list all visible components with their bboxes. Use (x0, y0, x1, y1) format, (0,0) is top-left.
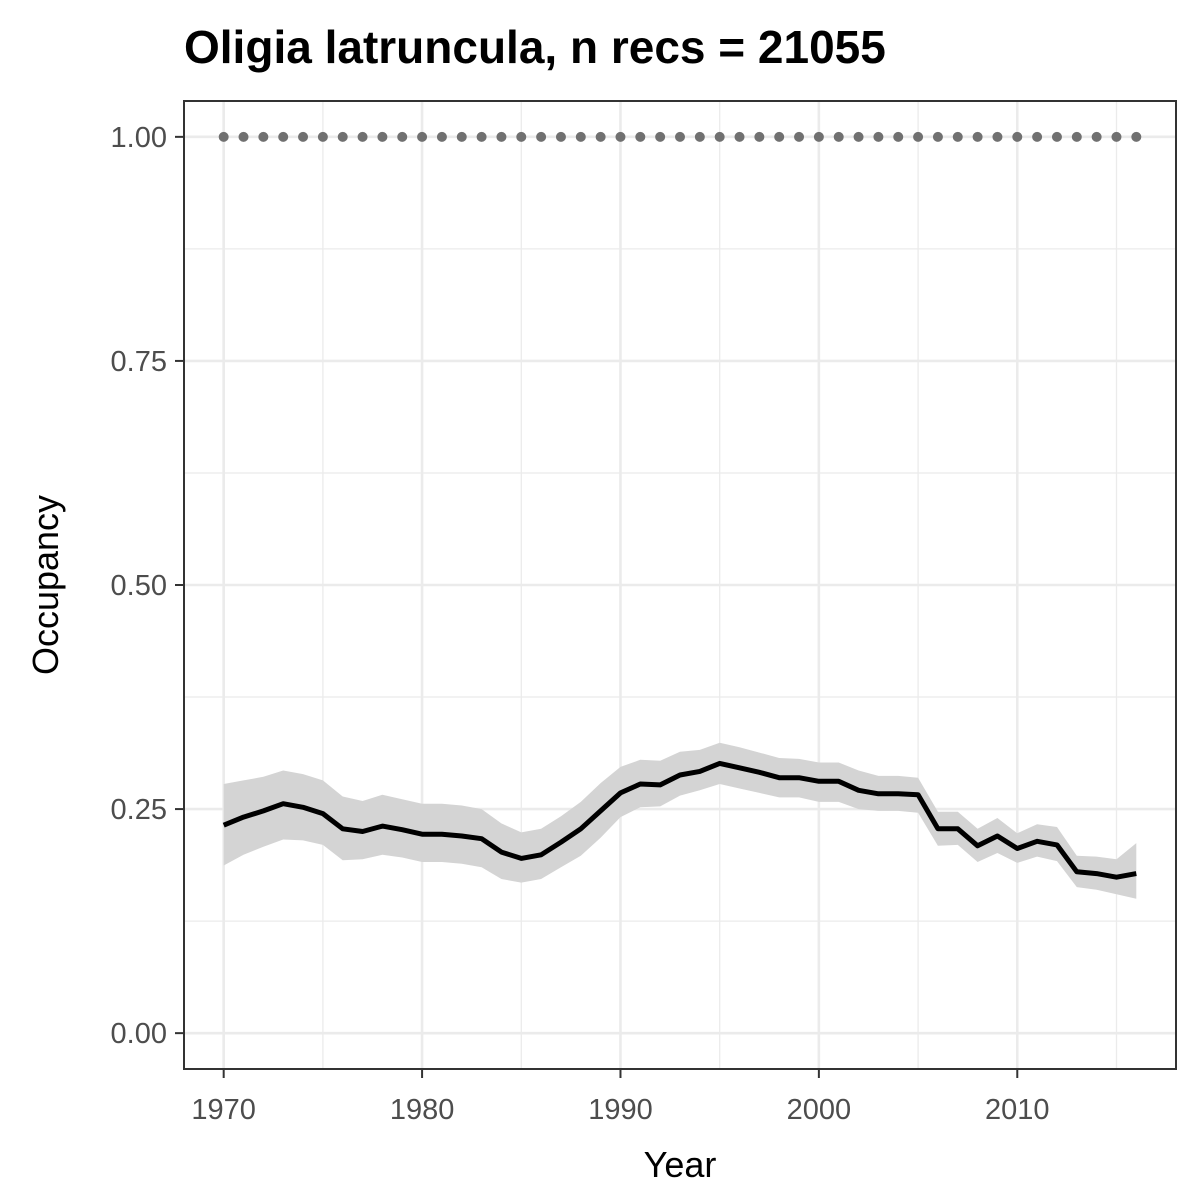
reference-point (794, 131, 805, 142)
confidence-band (223, 742, 1137, 899)
y-tick-label: 0.25 (111, 794, 167, 826)
reference-point (932, 131, 943, 142)
reference-point (397, 131, 408, 142)
reference-point (1131, 131, 1142, 142)
y-axis-title: Occupancy (25, 495, 66, 675)
reference-point (734, 131, 745, 142)
reference-point (337, 131, 348, 142)
reference-point (555, 131, 566, 142)
reference-point (655, 131, 666, 142)
reference-point (893, 131, 904, 142)
y-tick-label: 0.50 (111, 570, 167, 602)
reference-point (635, 131, 646, 142)
reference-point (813, 131, 824, 142)
reference-point (575, 131, 586, 142)
grid-lines (184, 101, 1176, 1069)
y-tick-label: 0.75 (111, 346, 167, 378)
reference-point (278, 131, 289, 142)
reference-point (1111, 131, 1122, 142)
x-tick-label: 1970 (191, 1094, 256, 1126)
reference-point (298, 131, 309, 142)
reference-point (357, 131, 368, 142)
reference-point (436, 131, 447, 142)
reference-point (972, 131, 983, 142)
reference-point (754, 131, 765, 142)
reference-point (516, 131, 527, 142)
reference-point (913, 131, 924, 142)
reference-point (456, 131, 467, 142)
reference-point (675, 131, 685, 142)
reference-point (774, 131, 785, 142)
reference-point (714, 131, 725, 142)
reference-point (1012, 131, 1023, 142)
reference-point (496, 131, 507, 142)
reference-point (238, 131, 249, 142)
reference-point (1091, 131, 1102, 142)
reference-point (595, 131, 606, 142)
reference-point (1071, 131, 1082, 142)
reference-point (833, 131, 844, 142)
reference-point (476, 131, 487, 142)
x-tick-label: 1990 (588, 1094, 653, 1126)
reference-point (1051, 131, 1062, 142)
reference-point (992, 131, 1003, 142)
reference-point (952, 131, 963, 142)
y-tick-label: 0.00 (111, 1018, 167, 1050)
chart-title: Oligia latruncula, n recs = 21055 (184, 21, 886, 73)
x-tick-label: 1980 (390, 1094, 455, 1126)
y-tick-label: 1.00 (111, 122, 167, 154)
reference-point (536, 131, 547, 142)
reference-point (873, 131, 884, 142)
reference-point (417, 131, 428, 142)
x-axis-title: Year (644, 1144, 717, 1185)
reference-point (694, 131, 705, 142)
reference-point (1032, 131, 1043, 142)
reference-point (258, 131, 269, 142)
reference-point (317, 131, 328, 142)
x-tick-label: 2000 (787, 1094, 852, 1126)
reference-point (615, 131, 626, 142)
y-axis: 0.00 0.25 0.50 0.75 1.00 (111, 122, 184, 1050)
occupancy-line (222, 760, 1137, 880)
reference-point (853, 131, 864, 142)
reference-points (218, 131, 1142, 142)
reference-point (218, 131, 229, 142)
reference-point (377, 131, 388, 142)
x-axis: 1970 1980 1990 2000 2010 (191, 1069, 1050, 1126)
x-tick-label: 2010 (985, 1094, 1050, 1126)
